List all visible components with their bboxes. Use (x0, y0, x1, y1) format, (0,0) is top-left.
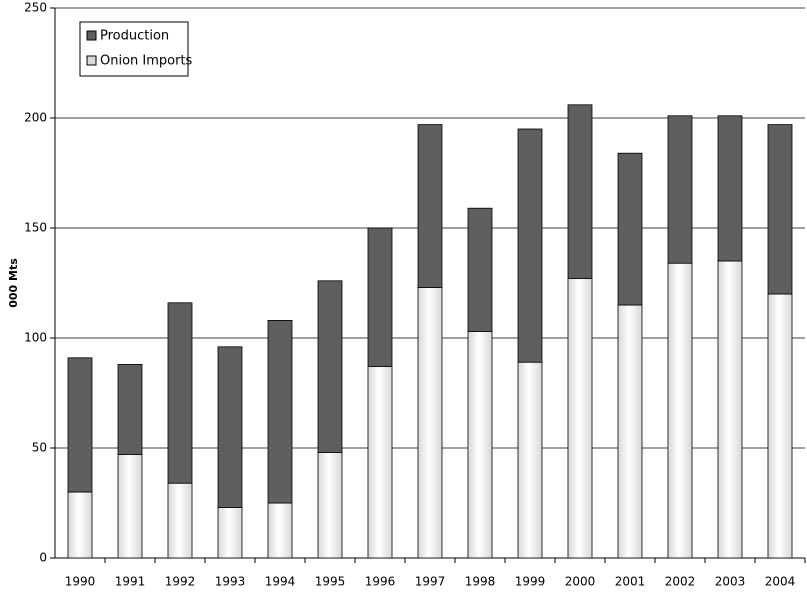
x-tick-label: 1999 (515, 575, 546, 589)
bar-segment (267, 502, 293, 559)
y-axis-label: 000 Mts (7, 258, 20, 308)
y-tick-label: 250 (24, 1, 47, 15)
bar-segment (317, 280, 343, 453)
bar-segment (117, 454, 143, 559)
bar-segment (617, 152, 643, 306)
bar-segment (217, 346, 243, 508)
bar-segment (517, 361, 543, 559)
legend-label: Production (100, 29, 169, 44)
legend: Production Onion Imports (79, 21, 193, 77)
bar-segment (167, 482, 193, 559)
bar-segment (467, 330, 493, 559)
x-tick-label: 1997 (415, 575, 446, 589)
y-tick-label: 50 (32, 441, 47, 455)
y-tick-label: 0 (39, 551, 47, 565)
x-tick-label: 2002 (665, 575, 696, 589)
bar-segment (767, 293, 793, 559)
bar-segment (567, 104, 593, 280)
bar-segment (217, 506, 243, 559)
x-tick-label: 2001 (615, 575, 646, 589)
bar-segment (617, 304, 643, 559)
bar-segment (417, 124, 443, 288)
bar-segment (767, 124, 793, 295)
bar-segment (167, 302, 193, 484)
legend-swatch (86, 30, 97, 41)
bar-segment (567, 278, 593, 559)
legend-box (79, 21, 189, 77)
bar-segment (517, 128, 543, 363)
x-tick-label: 1995 (315, 575, 346, 589)
bar-segment (267, 319, 293, 504)
x-tick-label: 2003 (715, 575, 746, 589)
bar-segment (717, 115, 743, 262)
bar-segment (667, 262, 693, 559)
x-tick-label: 1998 (465, 575, 496, 589)
bar-segment (667, 115, 693, 264)
x-tick-label: 1992 (165, 575, 196, 589)
bar-segment (417, 286, 443, 559)
x-tick-label: 1993 (215, 575, 246, 589)
bar-segment (317, 451, 343, 559)
legend-label: Onion Imports (100, 54, 193, 69)
bar-segment (67, 491, 93, 559)
bar-segment (367, 366, 393, 559)
x-tick-label: 1991 (115, 575, 146, 589)
bar-segment (467, 207, 493, 332)
y-tick-label: 150 (24, 221, 47, 235)
bar-segment (117, 363, 143, 455)
x-tick-label: 1996 (365, 575, 396, 589)
x-tick-label: 2004 (765, 575, 796, 589)
legend-swatch (86, 55, 97, 66)
bar-segment (67, 357, 93, 493)
x-tick-label: 1994 (265, 575, 296, 589)
bar-segment (717, 260, 743, 559)
x-tick-label: 1990 (65, 575, 96, 589)
y-tick-label: 100 (24, 331, 47, 345)
bar-segment (367, 227, 393, 368)
x-tick-label: 2000 (565, 575, 596, 589)
y-tick-label: 200 (24, 111, 47, 125)
